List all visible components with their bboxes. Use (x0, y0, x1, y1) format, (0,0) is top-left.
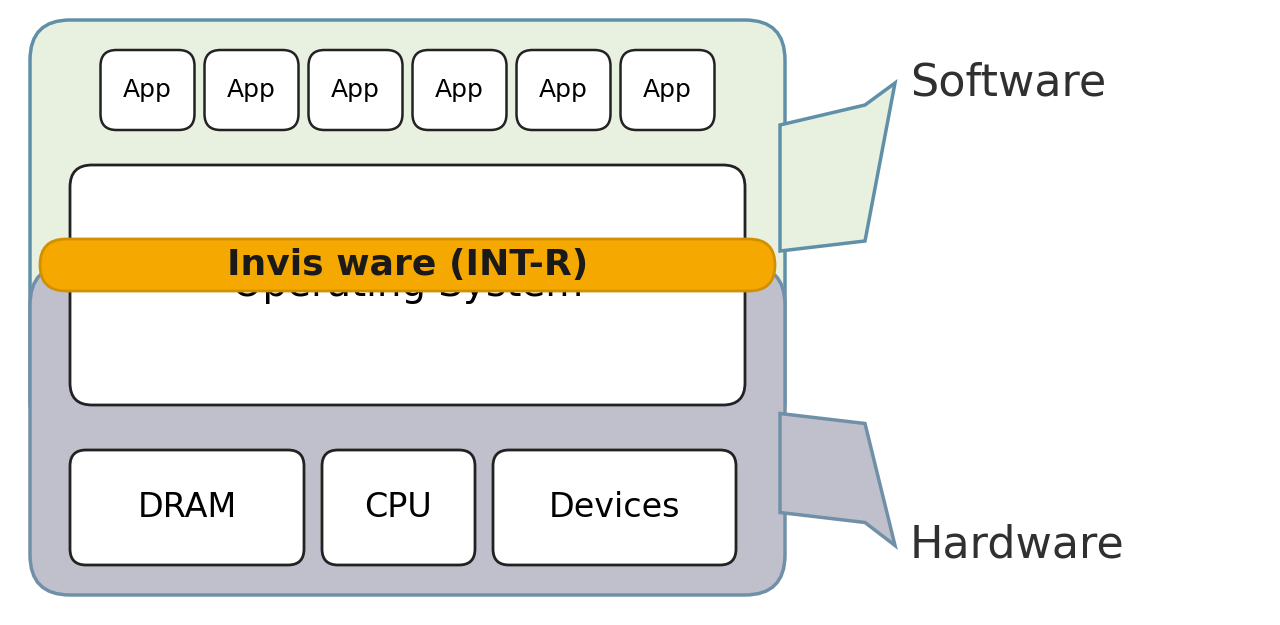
FancyBboxPatch shape (517, 50, 611, 130)
Text: App: App (332, 78, 380, 102)
Polygon shape (780, 414, 895, 546)
FancyBboxPatch shape (29, 20, 785, 440)
FancyBboxPatch shape (308, 50, 402, 130)
Text: Operating System: Operating System (232, 266, 584, 304)
Text: Software: Software (910, 61, 1106, 104)
Text: App: App (227, 78, 276, 102)
FancyBboxPatch shape (40, 239, 774, 291)
FancyBboxPatch shape (412, 50, 507, 130)
FancyBboxPatch shape (621, 50, 714, 130)
Text: Hardware: Hardware (910, 524, 1125, 567)
FancyBboxPatch shape (101, 50, 195, 130)
Text: App: App (435, 78, 484, 102)
Text: App: App (123, 78, 172, 102)
FancyBboxPatch shape (29, 265, 785, 595)
FancyBboxPatch shape (323, 450, 475, 565)
Polygon shape (780, 83, 895, 251)
Text: App: App (643, 78, 692, 102)
FancyBboxPatch shape (70, 450, 305, 565)
FancyBboxPatch shape (493, 450, 736, 565)
FancyBboxPatch shape (70, 165, 745, 405)
Text: App: App (539, 78, 588, 102)
Text: DRAM: DRAM (137, 491, 237, 524)
Text: CPU: CPU (365, 491, 433, 524)
FancyBboxPatch shape (205, 50, 298, 130)
Text: Devices: Devices (549, 491, 680, 524)
Text: Invis ware (INT-R): Invis ware (INT-R) (227, 248, 588, 282)
